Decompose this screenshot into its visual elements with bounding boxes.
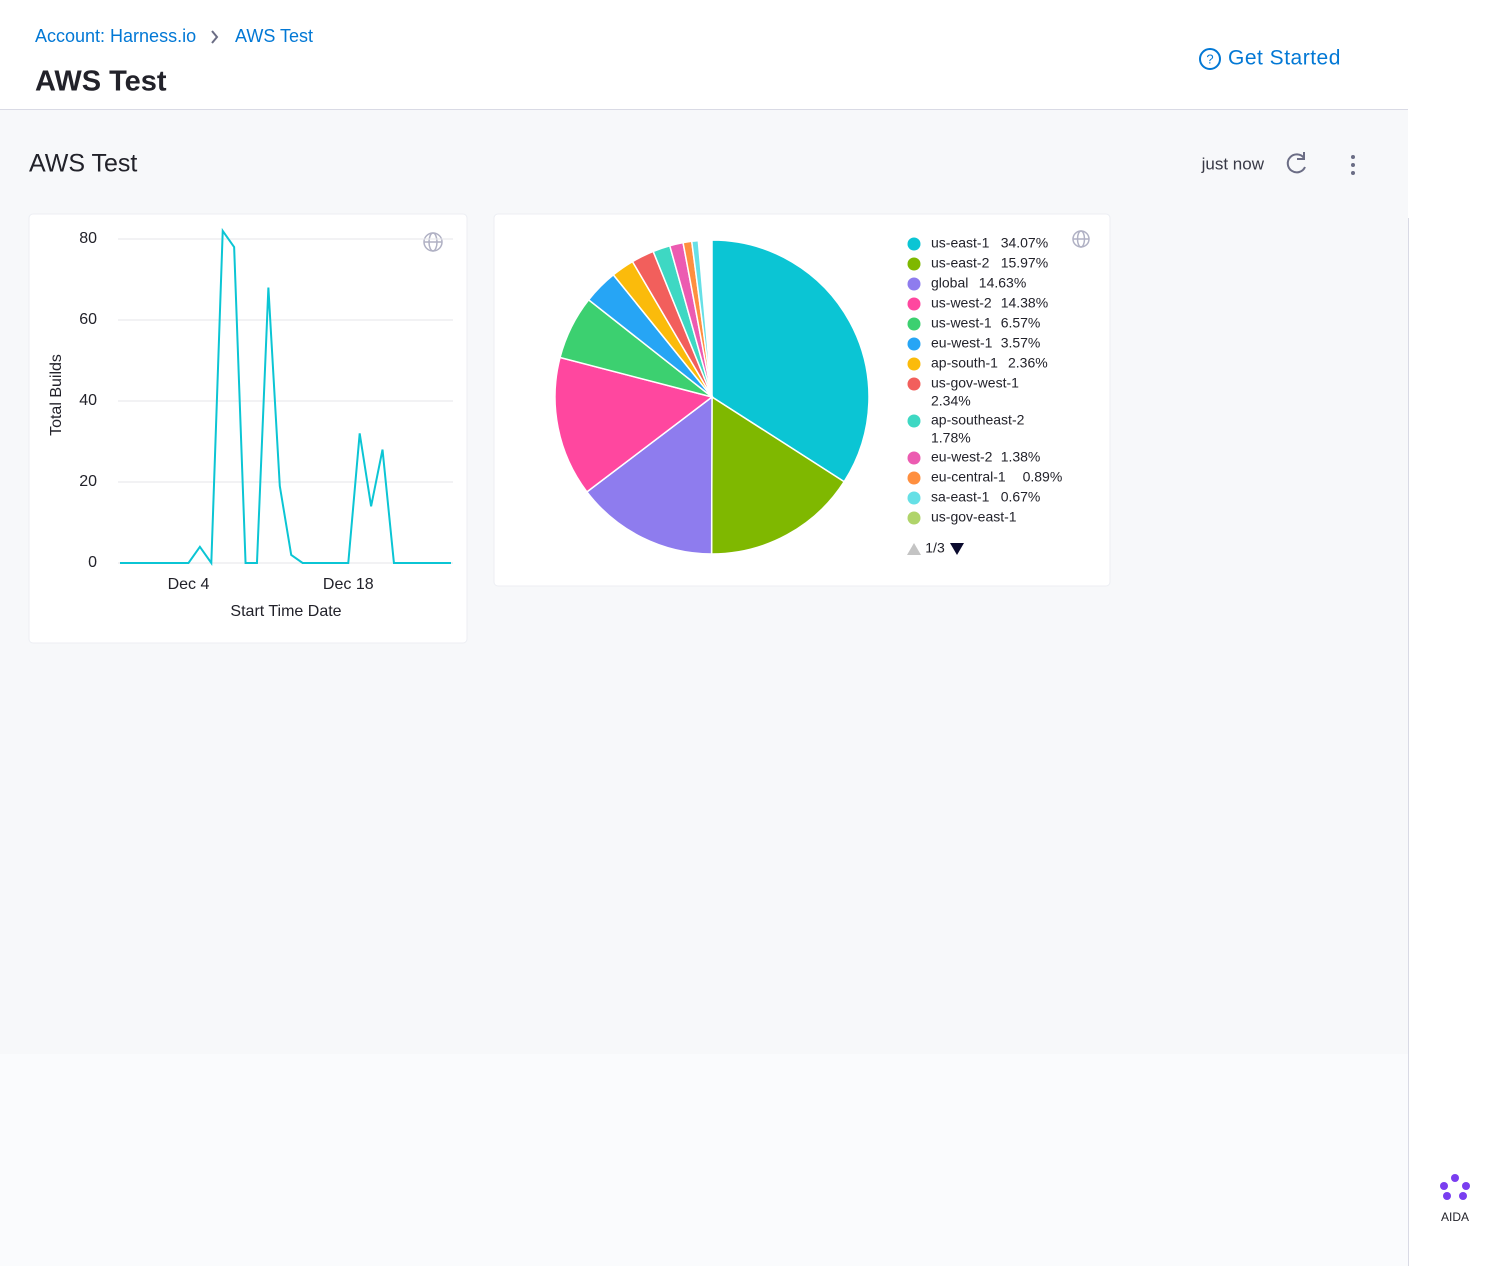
y-axis-label: Total Builds <box>48 354 65 436</box>
legend-value: 2.34% <box>931 393 971 409</box>
menu-icon[interactable] <box>1351 155 1355 175</box>
legend-swatch <box>907 414 921 428</box>
y-tick-label: 20 <box>79 473 97 490</box>
legend-label: ap-southeast-2 <box>931 412 1025 428</box>
legend-swatch <box>907 277 921 291</box>
legend-swatch <box>907 357 921 371</box>
footer-bg <box>0 1054 1408 1266</box>
refresh-icon[interactable] <box>1286 152 1306 174</box>
legend-next[interactable] <box>950 543 964 555</box>
page-title: AWS Test <box>35 66 167 98</box>
y-tick-label: 60 <box>79 311 97 328</box>
legend-label: eu-west-1 <box>931 335 993 351</box>
get-started[interactable]: Get Started <box>1228 47 1341 70</box>
legend-value: 1.78% <box>931 430 971 446</box>
dashboard-title: AWS Test <box>29 150 137 178</box>
legend-label: us-gov-west-1 <box>931 375 1019 391</box>
y-tick-label: 0 <box>88 554 97 571</box>
pie-slice <box>585 395 713 555</box>
legend-label: us-east-2 <box>931 255 990 271</box>
legend-swatch <box>907 471 921 485</box>
legend-swatch <box>907 237 921 251</box>
legend-value: 0.67% <box>1001 489 1041 505</box>
legend-prev[interactable] <box>907 543 921 555</box>
legend-value: 6.57% <box>1001 315 1041 331</box>
globe-icon[interactable] <box>1072 230 1090 248</box>
help-icon[interactable] <box>1199 48 1221 70</box>
legend-label: eu-central-1 <box>931 469 1006 485</box>
legend-label: ap-south-1 <box>931 355 998 371</box>
breadcrumb[interactable]: AWS Test <box>235 26 313 46</box>
legend-value: 0.89% <box>1023 469 1063 485</box>
x-tick-label: Dec 4 <box>168 576 210 593</box>
legend-label: us-gov-east-1 <box>931 509 1017 525</box>
legend-swatch <box>907 257 921 271</box>
legend-label: sa-east-1 <box>931 489 990 505</box>
legend-label: us-east-1 <box>931 235 990 251</box>
legend-value: 15.97% <box>1001 255 1048 271</box>
breadcrumb[interactable]: Account: Harness.io <box>35 26 196 46</box>
legend-swatch <box>907 377 921 391</box>
legend-label: us-west-2 <box>931 295 992 311</box>
legend-page: 1/3 <box>925 540 945 556</box>
legend-value: 3.57% <box>1001 335 1041 351</box>
legend-swatch <box>907 451 921 465</box>
aida-label[interactable]: AIDA <box>1441 1210 1469 1224</box>
legend-value: 2.36% <box>1008 355 1048 371</box>
x-axis-label: Start Time Date <box>230 603 341 620</box>
legend-swatch <box>907 511 921 525</box>
legend-value: 14.38% <box>1001 295 1048 311</box>
updated: just now <box>1201 154 1265 173</box>
aida-icon[interactable] <box>1440 1174 1470 1200</box>
pie-slice <box>690 239 713 398</box>
legend-swatch <box>907 297 921 311</box>
pie-slice <box>554 356 714 493</box>
legend-value: 14.63% <box>979 275 1026 291</box>
tile <box>28 213 468 644</box>
legend-swatch <box>907 337 921 351</box>
y-tick-label: 80 <box>79 230 97 247</box>
legend-label: us-west-1 <box>931 315 992 331</box>
legend-label: global <box>931 275 968 291</box>
legend-label: eu-west-2 <box>931 449 993 465</box>
help-icon-mark: ? <box>1206 51 1213 66</box>
legend-value: 1.38% <box>1001 449 1041 465</box>
pie-slice <box>710 395 846 555</box>
legend-swatch <box>907 491 921 505</box>
breadcrumb-sep <box>211 30 219 44</box>
legend-value: 34.07% <box>1001 235 1048 251</box>
x-tick-label: Dec 18 <box>323 576 374 593</box>
y-tick-label: 40 <box>79 392 97 409</box>
globe-icon[interactable] <box>423 232 443 252</box>
line <box>120 227 451 567</box>
legend-swatch <box>907 317 921 331</box>
